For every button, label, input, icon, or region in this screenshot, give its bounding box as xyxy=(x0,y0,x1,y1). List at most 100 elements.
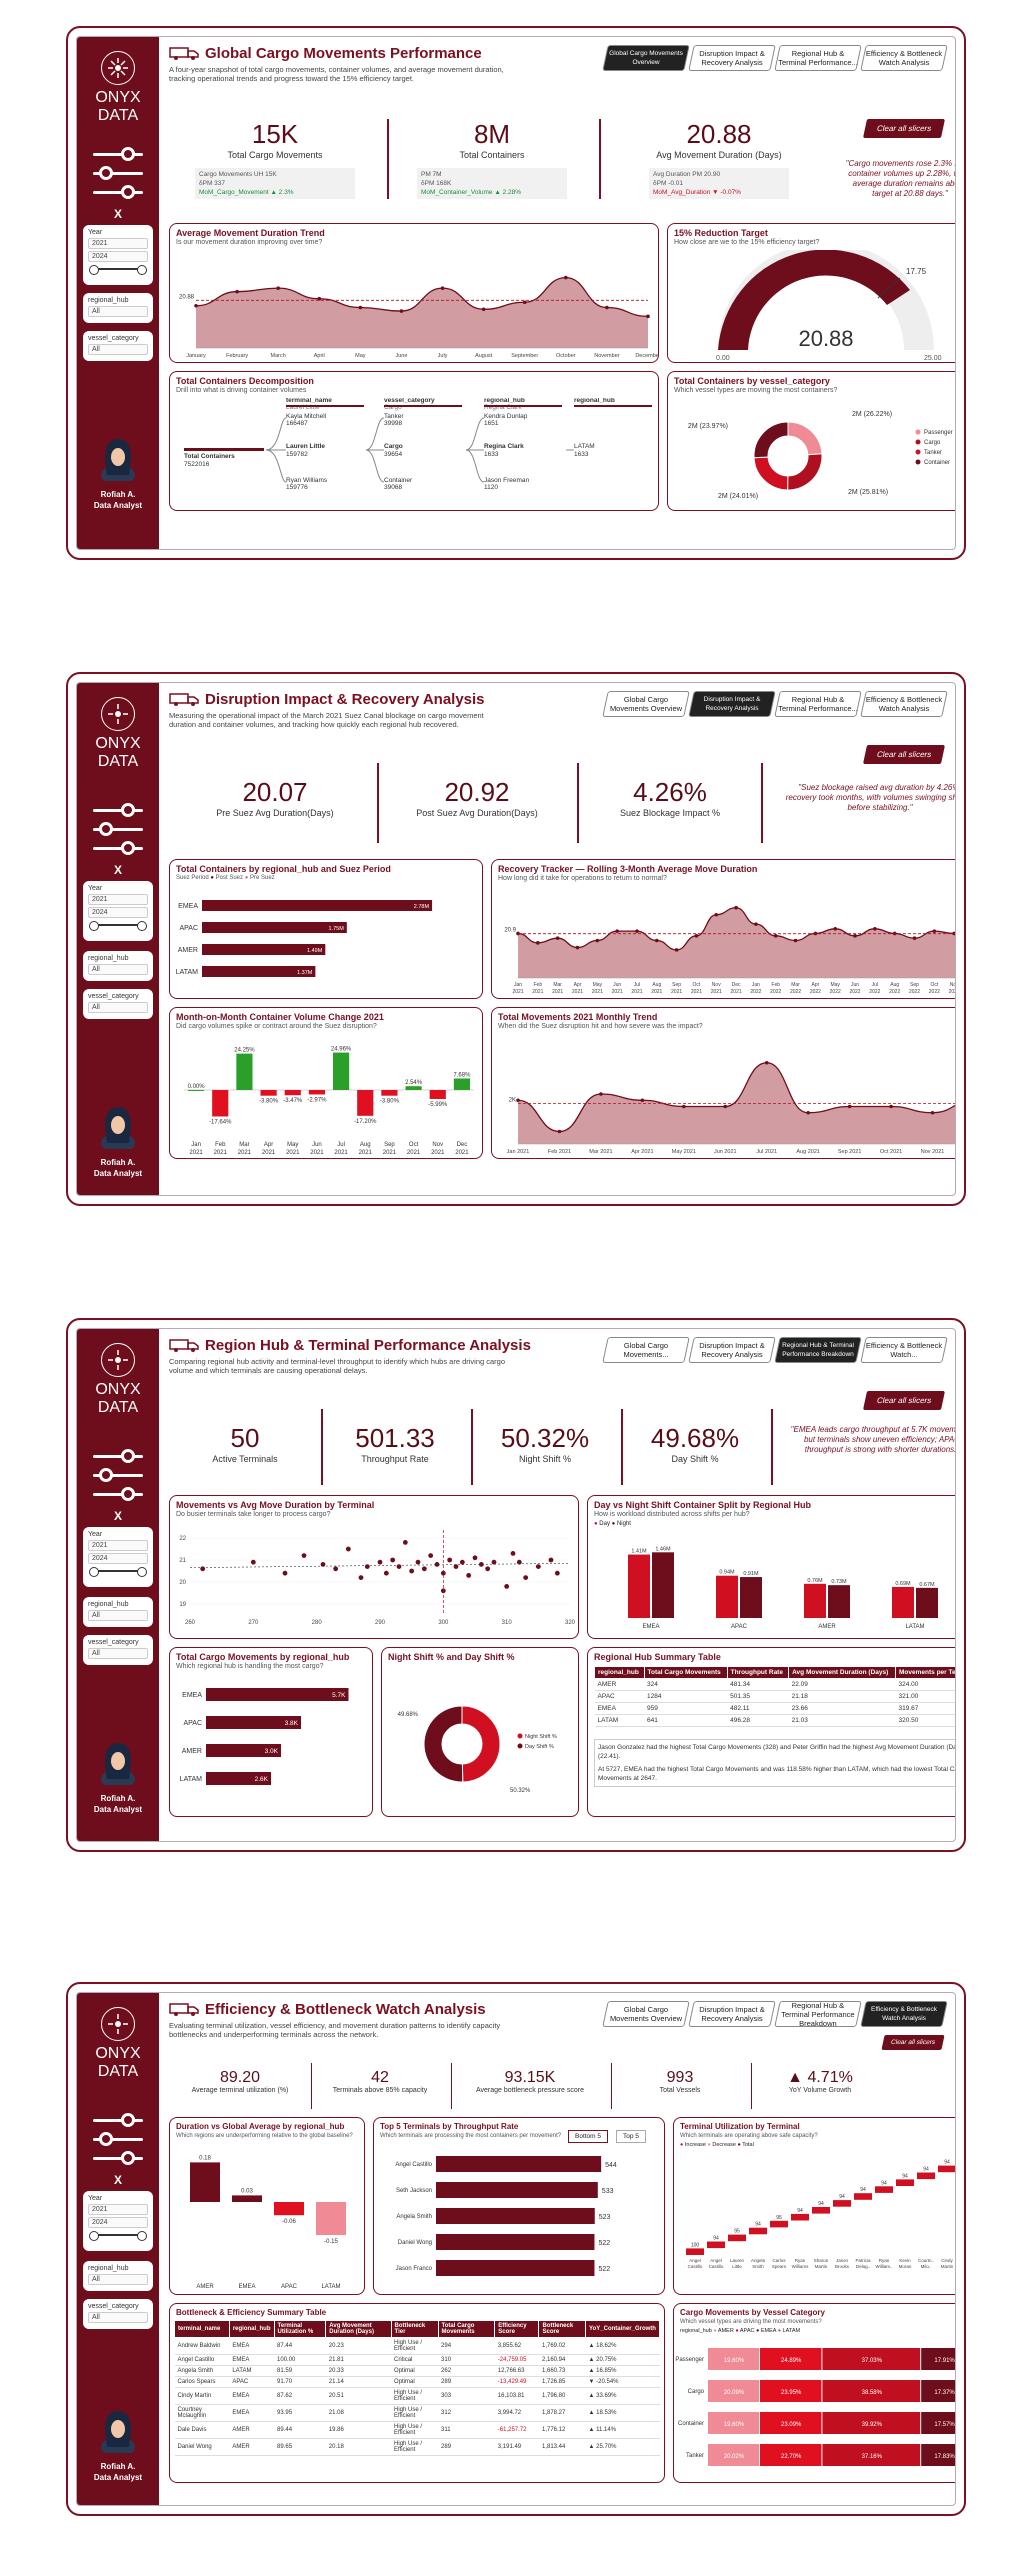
tab-efficiency[interactable]: Efficiency & Bottleneck Watch Analysis xyxy=(860,45,948,71)
tab-regional[interactable]: Regional Hub & Terminal Performance... xyxy=(774,691,862,717)
data-point xyxy=(873,927,877,931)
bar-label: 1.41M xyxy=(631,1549,647,1555)
donut-label: 2M (25.81%) xyxy=(848,489,888,496)
vessel-donut-card: Total Containers by vessel_category Which… xyxy=(667,371,955,511)
tab-disruption[interactable]: Disruption Impact & Recovery Analysis xyxy=(688,1337,776,1363)
x-tick-label: Nov 2021 xyxy=(921,1149,945,1155)
x-tick-label: April xyxy=(314,353,325,359)
x-tick-label: Aug xyxy=(890,982,899,988)
page-title: Disruption Impact & Recovery Analysis xyxy=(205,691,485,708)
table-row[interactable]: Angel Castillo EMEA 100.00 21.81 Critical 310… xyxy=(174,2354,660,2366)
year-slicer[interactable]: Year 2021 2024 xyxy=(83,881,153,941)
table-row[interactable]: Carlos Spears APAC 91.70 21.14 Optimal 289 -13… xyxy=(174,2376,660,2388)
tab-regional[interactable]: Regional Hub & Terminal Performance Brea… xyxy=(774,2001,862,2028)
table-row[interactable]: LATAM 641 496.28 21.03 320.50 xyxy=(594,1714,955,1727)
data-point xyxy=(564,275,568,280)
vessel-category-slicer[interactable]: vessel_category All xyxy=(83,1635,153,1665)
x-tick-label: July xyxy=(438,353,448,359)
x-tick-label: Jan xyxy=(752,982,760,988)
x-tick-label: Jan xyxy=(514,982,522,988)
donut-slice-tanker xyxy=(753,456,789,491)
vessel-category-slicer[interactable]: vessel_category All xyxy=(83,331,153,361)
tab-overview[interactable]: Global Cargo Movements Overview xyxy=(602,2001,690,2027)
clear-slicers-button[interactable]: Clear all slicers xyxy=(862,119,946,138)
dashboard-page-overview: ONYX DATA X Year 2021 2024 regional_hub All … xyxy=(66,26,966,560)
bar-label: 94 xyxy=(923,2167,929,2173)
x-tick-year: 2021 xyxy=(532,989,543,995)
svg-text:39068: 39068 xyxy=(384,484,402,491)
bar xyxy=(436,2234,595,2250)
tab-disruption[interactable]: Disruption Impact & Recovery Analysis xyxy=(688,691,776,717)
scatter-point xyxy=(301,1553,307,1558)
kpi-total-vessels: 993 Total Vessels xyxy=(659,2069,701,2094)
tab-disruption[interactable]: Disruption Impact & Recovery Analysis xyxy=(688,2001,776,2027)
vessel-category-slicer[interactable]: vessel_category All xyxy=(83,2299,153,2329)
hub-summary-card: Regional Hub Summary Table regional_hub T… xyxy=(587,1647,955,1817)
tab-efficiency[interactable]: Efficiency & Bottleneck Watch Analysis xyxy=(860,691,948,717)
legend-marker xyxy=(915,429,921,435)
tab-regional[interactable]: Regional Hub & Terminal Performance... xyxy=(774,45,862,71)
x-tick-year: 2022 xyxy=(949,989,956,995)
table-row[interactable]: Courtney Mclaughlin EMEA 93.95 21.08 High Us… xyxy=(174,2404,660,2422)
x-tick-label: APAC xyxy=(281,2284,298,2290)
kpi-pre-suez: 20.07 Pre Suez Avg Duration(Days) xyxy=(216,777,334,818)
trend-area xyxy=(518,1062,955,1144)
x-tick-label: Moran xyxy=(899,2264,912,2269)
filter-icon[interactable] xyxy=(93,793,143,855)
bottom5-button[interactable]: Bottom 5 xyxy=(568,2130,609,2143)
tab-regional[interactable]: Regional Hub & Terminal Performance Brea… xyxy=(774,1337,862,1363)
table-row[interactable]: Dale Davis AMER 89.44 19.86 High Use / Effic… xyxy=(174,2421,660,2439)
scatter-card: Movements vs Avg Move Duration by Termin… xyxy=(169,1495,579,1639)
filter-icon[interactable] xyxy=(93,1439,143,1501)
bar-label: 24.25% xyxy=(234,1048,255,1054)
clear-filter-icon[interactable]: X xyxy=(113,863,122,877)
year-slicer[interactable]: Year 2021 2024 xyxy=(83,2191,153,2251)
filter-icon[interactable] xyxy=(93,137,143,199)
regional-hub-slicer[interactable]: regional_hub All xyxy=(83,293,153,323)
vessel-category-slicer[interactable]: vessel_category All xyxy=(83,989,153,1019)
bar-label: 5.7K xyxy=(332,1692,346,1699)
bar xyxy=(202,966,316,977)
kpi-utilization: 89.20 Average terminal utilization (%) xyxy=(191,2069,289,2094)
x-tick-label: Jul xyxy=(337,1142,345,1148)
table-row[interactable]: APAC 1284 501.35 21.18 321.00 xyxy=(594,1690,955,1703)
table-row[interactable]: Daniel Wong AMER 89.65 20.18 High Use / Effi… xyxy=(174,2438,660,2456)
year-slicer[interactable]: Year 2021 2024 xyxy=(83,225,153,285)
clear-slicers-button[interactable]: Clear all slicers xyxy=(862,745,946,764)
table-row[interactable]: Cindy Martin EMEA 87.62 20.51 High Use / Eff… xyxy=(174,2387,660,2405)
x-tick-label: May xyxy=(593,982,603,988)
svg-text:Kendra Dunlap: Kendra Dunlap xyxy=(484,413,528,420)
table-row[interactable]: Angela Smith LATAM 81.59 20.33 Optimal 262 12,… xyxy=(174,2365,660,2377)
top5-button[interactable]: Top 5 xyxy=(616,2130,646,2143)
bar-label: 3.0K xyxy=(265,1748,279,1755)
table-row[interactable]: EMEA 959 482.11 23.66 319.67 xyxy=(594,1702,955,1715)
bar-category: Jason Franco xyxy=(396,2266,433,2272)
x-tick-label: Kevin xyxy=(899,2258,911,2263)
table-row[interactable]: AMER 324 481.34 22.09 324.00 xyxy=(594,1678,955,1691)
regional-hub-slicer[interactable]: regional_hub All xyxy=(83,2261,153,2291)
clear-slicers-button[interactable]: Clear all slicers xyxy=(862,1391,946,1410)
tab-disruption[interactable]: Disruption Impact & Recovery Analysis xyxy=(688,45,776,71)
tab-efficiency[interactable]: Efficiency & Bottleneck Watch... xyxy=(860,1337,948,1363)
year-slicer[interactable]: Year 2021 2024 xyxy=(83,1527,153,1587)
x-tick-label: January xyxy=(186,353,206,359)
regional-hub-slicer[interactable]: regional_hub All xyxy=(83,1597,153,1627)
tab-overview[interactable]: Global Cargo Movements Overview xyxy=(602,45,690,71)
x-tick-label: Aug xyxy=(652,982,661,988)
clear-filter-icon[interactable]: X xyxy=(113,2173,122,2187)
bar-label: 0.03 xyxy=(241,2188,253,2194)
regional-hub-slicer[interactable]: regional_hub All xyxy=(83,951,153,981)
filter-icon[interactable] xyxy=(93,2103,143,2165)
tab-overview[interactable]: Global Cargo Movements... xyxy=(602,1337,690,1363)
bar xyxy=(628,1554,650,1618)
x-tick-label: Sep xyxy=(384,1142,395,1148)
clear-filter-icon[interactable]: X xyxy=(113,207,122,221)
row-label: Cargo xyxy=(688,2389,705,2395)
table-row[interactable]: Andrew Baldwin EMEA 87.44 20.23 High Use / E… xyxy=(174,2337,660,2355)
clear-slicers-button[interactable]: Clear all slicers xyxy=(881,2035,945,2050)
clear-filter-icon[interactable]: X xyxy=(113,1509,122,1523)
tab-efficiency[interactable]: Efficiency & Bottleneck Watch Analysis xyxy=(860,2001,948,2027)
tab-overview[interactable]: Global Cargo Movements Overview xyxy=(602,691,690,717)
scatter-point xyxy=(409,1568,415,1574)
waterfall-step xyxy=(917,2172,935,2180)
